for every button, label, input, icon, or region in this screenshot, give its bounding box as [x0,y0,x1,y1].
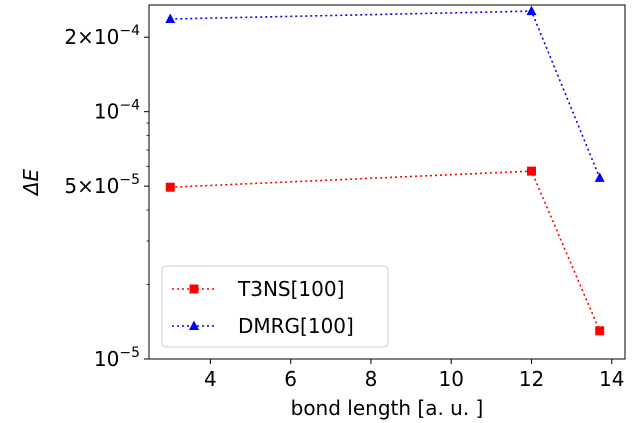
y-tick-label: 5×10−5 [64,172,140,198]
y-tick-label: 10−5 [94,345,140,371]
legend-label: DMRG[100] [238,314,354,338]
data-point-triangle [189,320,199,330]
x-axis-ticks: 4 6 8 10 12 14 [204,359,624,391]
x-tick-label: 6 [284,367,297,391]
y-tick-label: 10−4 [94,98,140,124]
data-point-square [189,284,199,294]
x-axis-label: bond length [a. u. ] [291,396,484,420]
x-tick-label: 12 [519,367,544,391]
legend-frame [161,265,389,348]
y-axis-label: ΔE [19,168,43,197]
data-point-triangle [594,172,605,182]
legend-label: T3NS[100] [237,277,344,301]
x-tick-label: 14 [599,367,624,391]
x-tick-label: 10 [438,367,463,391]
y-tick-label: 2×10−4 [64,23,140,49]
data-point-square [595,326,605,336]
data-point-square [165,182,175,192]
data-point-square [526,166,536,176]
x-tick-label: 4 [204,367,217,391]
x-tick-label: 8 [365,367,378,391]
y-axis-ticks: 10−5 5×10−5 10−4 2×10−4 [64,23,149,371]
legend: T3NS[100] DMRG[100] [161,265,389,348]
data-point-triangle [526,5,537,16]
series-layer [165,5,605,336]
data-point-triangle [165,13,176,24]
